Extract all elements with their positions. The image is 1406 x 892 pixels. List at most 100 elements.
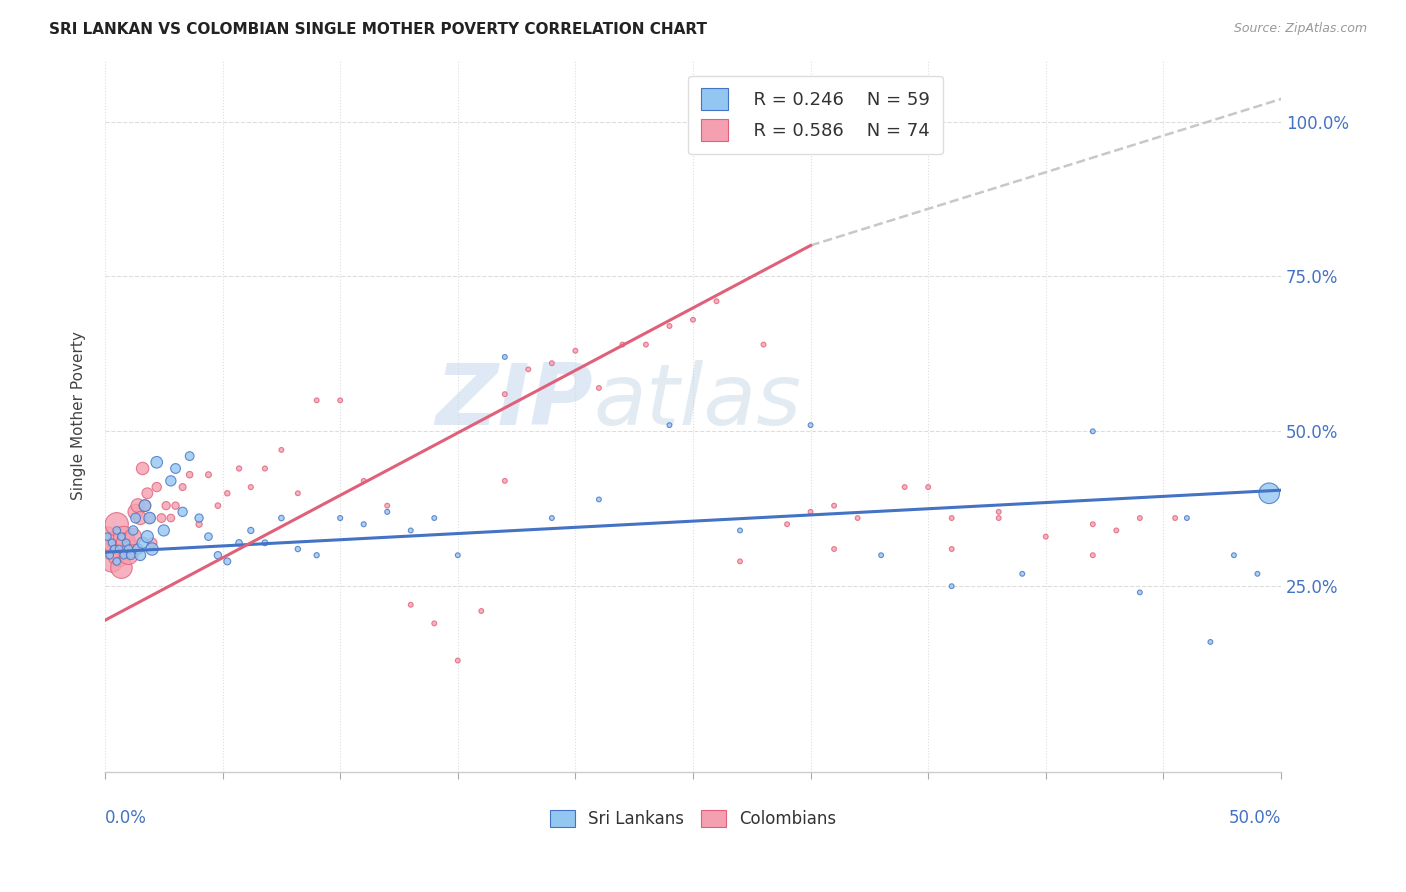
Point [127, 541, 149, 556]
Point [101, 554, 124, 568]
Point [941, 579, 963, 593]
Text: atlas: atlas [593, 360, 801, 443]
Point [129, 548, 152, 562]
Point [127, 499, 149, 513]
Point [353, 474, 375, 488]
Point [893, 480, 915, 494]
Point [120, 541, 142, 556]
Point [494, 350, 516, 364]
Point [752, 337, 775, 351]
Text: Source: ZipAtlas.com: Source: ZipAtlas.com [1233, 22, 1367, 36]
Point [239, 480, 262, 494]
Point [110, 530, 132, 544]
Point [353, 517, 375, 532]
Point [612, 337, 634, 351]
Point [634, 337, 657, 351]
Point [172, 505, 194, 519]
Point [517, 362, 540, 376]
Point [541, 356, 564, 370]
Point [136, 486, 159, 500]
Point [305, 393, 328, 408]
Point [120, 548, 142, 562]
Point [270, 442, 292, 457]
Point [103, 541, 125, 556]
Point [103, 536, 125, 550]
Point [188, 517, 211, 532]
Point [138, 511, 160, 525]
Point [96, 530, 118, 544]
Point [188, 511, 211, 525]
Point [423, 511, 446, 525]
Point [1129, 585, 1152, 599]
Point [101, 536, 124, 550]
Point [165, 499, 187, 513]
Text: 50.0%: 50.0% [1229, 809, 1281, 827]
Point [150, 511, 173, 525]
Point [129, 511, 152, 525]
Point [207, 548, 229, 562]
Point [1223, 548, 1246, 562]
Point [375, 505, 398, 519]
Point [823, 541, 845, 556]
Point [117, 548, 139, 562]
Point [112, 530, 135, 544]
Point [329, 393, 352, 408]
Point [112, 548, 135, 562]
Point [1199, 635, 1222, 649]
Point [141, 541, 163, 556]
Point [253, 461, 276, 475]
Point [136, 530, 159, 544]
Point [494, 474, 516, 488]
Point [588, 492, 610, 507]
Point [658, 318, 681, 333]
Point [1246, 566, 1268, 581]
Point [1258, 486, 1281, 500]
Point [197, 530, 219, 544]
Point [682, 313, 704, 327]
Point [134, 499, 156, 513]
Point [987, 511, 1010, 525]
Point [160, 511, 183, 525]
Point [122, 530, 145, 544]
Point [800, 418, 823, 433]
Point [987, 505, 1010, 519]
Point [253, 536, 276, 550]
Text: ZIP: ZIP [436, 360, 593, 443]
Point [105, 524, 128, 538]
Point [138, 511, 160, 525]
Point [145, 480, 167, 494]
Point [141, 536, 163, 550]
Point [776, 517, 799, 532]
Point [588, 381, 610, 395]
Point [1035, 530, 1057, 544]
Point [115, 536, 138, 550]
Point [941, 511, 963, 525]
Point [1129, 511, 1152, 525]
Point [1105, 524, 1128, 538]
Point [917, 480, 939, 494]
Point [494, 387, 516, 401]
Point [375, 499, 398, 513]
Point [1081, 548, 1104, 562]
Point [305, 548, 328, 562]
Point [108, 548, 131, 562]
Point [131, 536, 153, 550]
Point [108, 541, 131, 556]
Point [800, 505, 823, 519]
Point [447, 548, 470, 562]
Point [160, 474, 183, 488]
Point [239, 524, 262, 538]
Point [172, 480, 194, 494]
Point [179, 449, 201, 463]
Point [105, 517, 128, 532]
Point [228, 536, 250, 550]
Point [197, 467, 219, 482]
Point [110, 560, 132, 574]
Point [98, 541, 121, 556]
Point [823, 499, 845, 513]
Point [207, 499, 229, 513]
Point [228, 461, 250, 475]
Y-axis label: Single Mother Poverty: Single Mother Poverty [72, 332, 86, 500]
Point [870, 548, 893, 562]
Point [131, 461, 153, 475]
